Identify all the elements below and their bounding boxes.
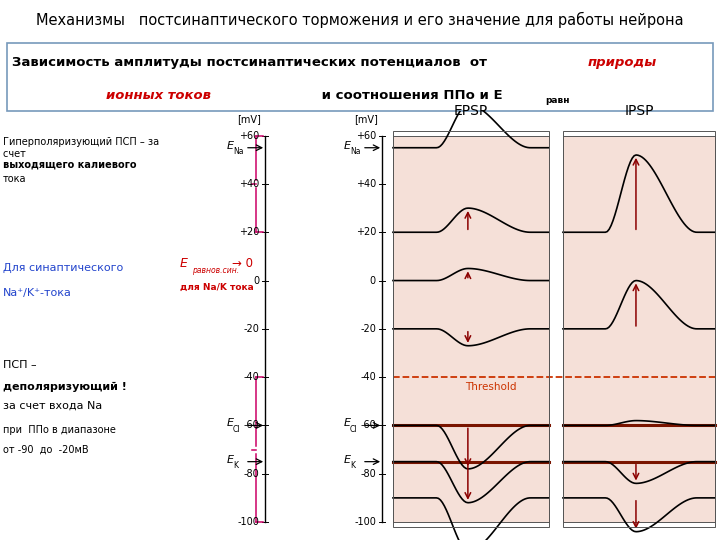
Text: Cl: Cl (233, 425, 240, 434)
Text: E: E (344, 418, 351, 428)
Text: от -90  до  -20мВ: от -90 до -20мВ (3, 444, 89, 455)
Text: равнов.син.: равнов.син. (192, 266, 239, 275)
Text: тока: тока (3, 174, 27, 184)
Text: ПСП –: ПСП – (3, 360, 37, 370)
Text: Для синаптического: Для синаптического (3, 264, 123, 273)
Text: и соотношения ППо и Е: и соотношения ППо и Е (317, 89, 503, 103)
Text: +20: +20 (356, 227, 376, 237)
Text: для Na/K тока: для Na/K тока (180, 284, 253, 292)
Text: -60: -60 (360, 421, 376, 430)
Text: E: E (344, 141, 351, 151)
Text: 0: 0 (253, 275, 259, 286)
Text: +40: +40 (356, 179, 376, 189)
Text: 0: 0 (370, 275, 376, 286)
Text: K: K (350, 461, 355, 470)
Text: -100: -100 (354, 517, 376, 527)
Text: за счет входа Na: за счет входа Na (3, 401, 102, 411)
Bar (393, 136, 549, 522)
Text: -100: -100 (237, 517, 259, 527)
Text: Механизмы   постсинаптического торможения и его значение для работы нейрона: Механизмы постсинаптического торможения … (36, 12, 684, 28)
Text: -20: -20 (360, 324, 376, 334)
Text: Cl: Cl (350, 425, 358, 434)
Text: IPSP: IPSP (624, 104, 654, 118)
Text: природы: природы (588, 56, 657, 69)
Text: -20: -20 (243, 324, 259, 334)
Text: +40: +40 (239, 179, 259, 189)
Text: деполяризующий !: деполяризующий ! (3, 382, 127, 392)
Text: Е: Е (180, 257, 188, 270)
Text: E: E (227, 141, 234, 151)
Text: -80: -80 (243, 469, 259, 479)
Text: [mV]: [mV] (354, 114, 378, 124)
Text: E: E (227, 455, 234, 464)
Text: E: E (227, 418, 234, 428)
Bar (393, 131, 549, 527)
Text: E: E (344, 455, 351, 464)
Text: ионных токов: ионных токов (107, 89, 212, 103)
Text: выходящего калиевого: выходящего калиевого (3, 160, 137, 170)
Text: +60: +60 (239, 131, 259, 140)
Text: +60: +60 (356, 131, 376, 140)
Text: EPSP: EPSP (454, 104, 488, 118)
Text: → 0: → 0 (232, 257, 253, 270)
Text: +20: +20 (238, 227, 259, 237)
Text: -80: -80 (360, 469, 376, 479)
Text: K: K (233, 461, 238, 470)
Text: при  ППо в диапазоне: при ППо в диапазоне (3, 426, 116, 435)
Text: Na: Na (350, 147, 361, 156)
Text: Na: Na (233, 147, 243, 156)
Text: -60: -60 (243, 421, 259, 430)
Text: равн: равн (545, 96, 570, 105)
Bar (563, 136, 715, 522)
Text: Зависимость амплитуды постсинаптических потенциалов  от: Зависимость амплитуды постсинаптических … (12, 56, 496, 69)
Text: -40: -40 (243, 372, 259, 382)
Text: Threshold: Threshold (465, 382, 517, 392)
Bar (563, 131, 715, 527)
Text: -40: -40 (360, 372, 376, 382)
Text: Гиперполяризующий ПСП – за
счет: Гиперполяризующий ПСП – за счет (3, 137, 159, 159)
Text: Na⁺/K⁺-тока: Na⁺/K⁺-тока (3, 288, 72, 298)
Text: [mV]: [mV] (237, 114, 261, 124)
